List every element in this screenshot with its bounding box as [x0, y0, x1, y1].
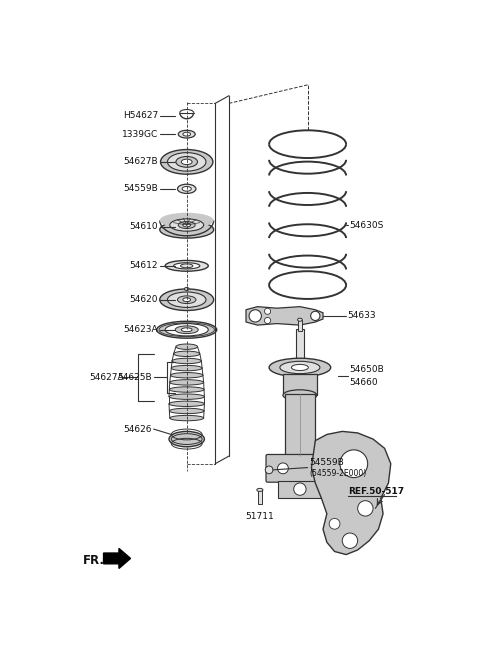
Text: 54612: 54612	[130, 261, 158, 270]
Text: 51711: 51711	[245, 512, 274, 521]
Circle shape	[264, 318, 271, 323]
Text: 54627B: 54627B	[123, 157, 158, 167]
Ellipse shape	[181, 159, 192, 165]
Ellipse shape	[176, 157, 197, 167]
Circle shape	[265, 466, 273, 474]
Text: 54559B: 54559B	[123, 184, 158, 194]
Ellipse shape	[169, 432, 204, 447]
FancyBboxPatch shape	[258, 490, 262, 504]
Ellipse shape	[174, 263, 200, 269]
Ellipse shape	[184, 287, 189, 291]
FancyBboxPatch shape	[285, 394, 314, 456]
Ellipse shape	[183, 223, 191, 227]
Circle shape	[294, 483, 306, 495]
Polygon shape	[104, 548, 131, 569]
Polygon shape	[312, 432, 391, 554]
Text: 54650B: 54650B	[349, 365, 384, 375]
Ellipse shape	[280, 361, 320, 374]
Ellipse shape	[168, 292, 206, 308]
Ellipse shape	[183, 298, 191, 302]
Ellipse shape	[178, 222, 195, 228]
Polygon shape	[246, 306, 323, 325]
Ellipse shape	[160, 221, 214, 238]
Ellipse shape	[182, 186, 192, 191]
FancyBboxPatch shape	[298, 319, 302, 331]
Text: 54623A: 54623A	[123, 325, 158, 335]
Ellipse shape	[172, 358, 201, 363]
Ellipse shape	[170, 373, 203, 378]
Text: 54610: 54610	[130, 222, 158, 231]
Text: REF.50-517: REF.50-517	[348, 487, 404, 496]
FancyBboxPatch shape	[283, 374, 317, 395]
Text: 54559B: 54559B	[309, 458, 344, 466]
Circle shape	[311, 311, 320, 321]
Text: 54630S: 54630S	[349, 220, 384, 230]
Ellipse shape	[160, 289, 214, 310]
Text: 54633: 54633	[348, 312, 376, 320]
Ellipse shape	[169, 401, 204, 407]
Text: 54627A: 54627A	[89, 373, 123, 382]
Ellipse shape	[183, 133, 191, 136]
Ellipse shape	[170, 415, 204, 420]
Text: 1339GC: 1339GC	[122, 130, 158, 138]
Circle shape	[340, 450, 368, 478]
Text: 54620: 54620	[130, 295, 158, 304]
Text: 54660: 54660	[349, 378, 378, 386]
Text: 54626: 54626	[123, 424, 152, 434]
FancyBboxPatch shape	[266, 455, 334, 482]
Ellipse shape	[176, 344, 197, 350]
Ellipse shape	[174, 351, 200, 356]
Text: FR.: FR.	[83, 554, 105, 567]
Ellipse shape	[171, 365, 202, 371]
Circle shape	[249, 310, 262, 322]
Ellipse shape	[298, 318, 302, 321]
Ellipse shape	[160, 150, 213, 174]
Ellipse shape	[169, 387, 204, 392]
Text: (54559-2E000): (54559-2E000)	[309, 469, 366, 478]
Ellipse shape	[178, 296, 196, 304]
Ellipse shape	[169, 408, 204, 414]
Ellipse shape	[165, 323, 208, 336]
Ellipse shape	[181, 328, 192, 332]
Circle shape	[277, 463, 288, 474]
Ellipse shape	[175, 326, 198, 334]
FancyBboxPatch shape	[278, 481, 322, 498]
Ellipse shape	[257, 488, 263, 491]
Text: H54627: H54627	[123, 111, 158, 120]
Ellipse shape	[169, 394, 204, 400]
Circle shape	[358, 501, 373, 516]
Ellipse shape	[291, 364, 308, 371]
Ellipse shape	[170, 380, 204, 385]
Circle shape	[312, 463, 322, 474]
FancyBboxPatch shape	[296, 329, 304, 359]
Circle shape	[342, 533, 358, 548]
Ellipse shape	[180, 264, 193, 268]
Ellipse shape	[178, 184, 196, 194]
Ellipse shape	[156, 321, 217, 338]
Ellipse shape	[178, 131, 195, 138]
Circle shape	[264, 308, 271, 314]
Circle shape	[329, 518, 340, 529]
Ellipse shape	[269, 358, 331, 377]
Ellipse shape	[168, 153, 206, 171]
Ellipse shape	[170, 219, 204, 231]
Ellipse shape	[283, 390, 317, 401]
Ellipse shape	[165, 260, 208, 271]
Ellipse shape	[160, 213, 214, 228]
Text: 54625B: 54625B	[118, 373, 152, 382]
